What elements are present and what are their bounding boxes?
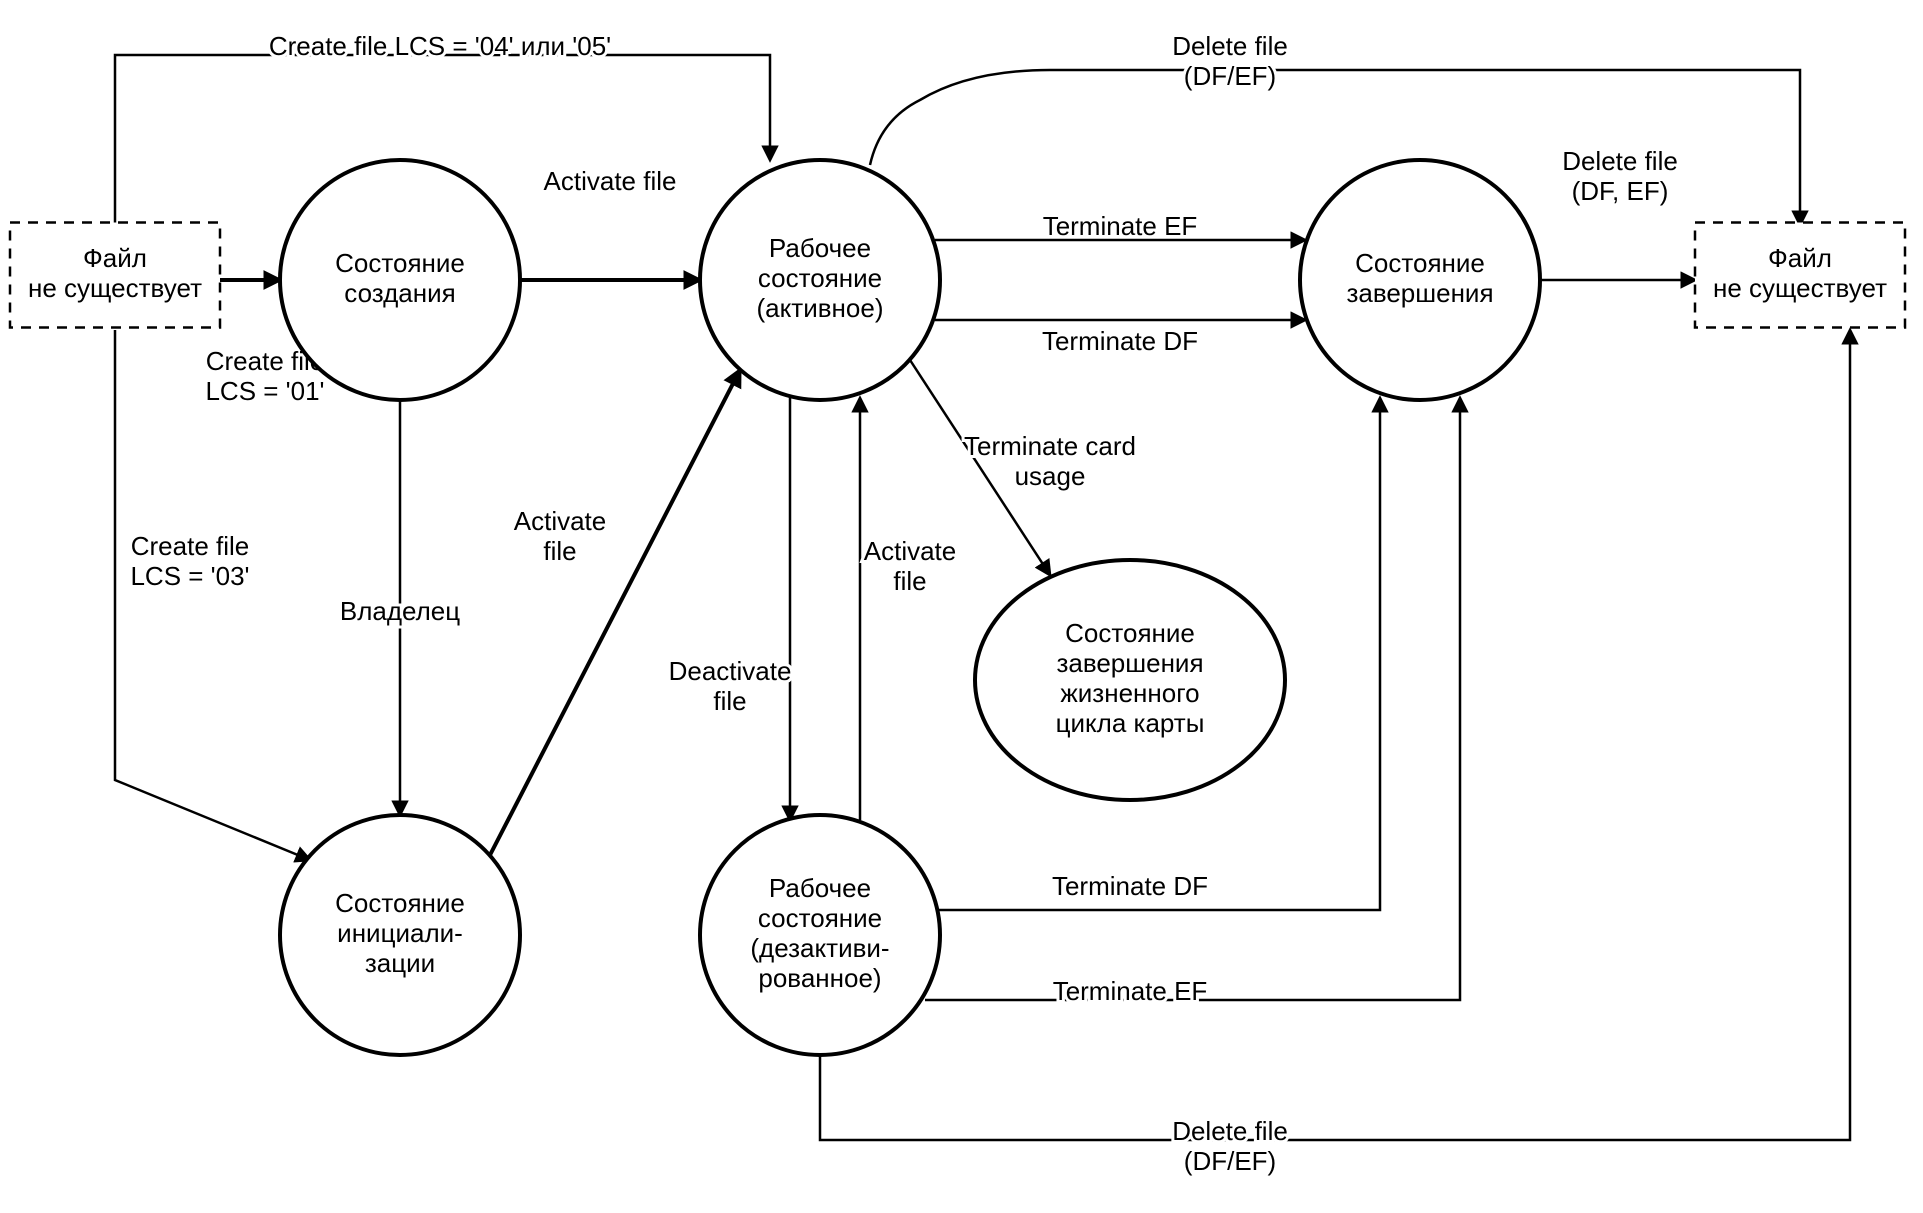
edge-label-e6: Delete file(DF, EF)	[1562, 146, 1678, 206]
edge-label-e11: Deactivatefile	[669, 656, 792, 716]
edge-label-e14: Terminate DF	[1052, 871, 1208, 901]
node-label-active: Рабочеесостояние(активное)	[757, 233, 884, 323]
edge-label-e12: Activatefile	[864, 536, 957, 596]
state-diagram: Create file LCS = '04' или '05' Create fi…	[0, 0, 1923, 1213]
edge-label-e1: Create file LCS = '04' или '05'	[269, 31, 611, 61]
edge-label-e5: Terminate DF	[1042, 326, 1198, 356]
edge-label-e16: Delete file(DF/EF)	[1172, 1116, 1288, 1176]
edge-label-e15: Terminate EF	[1053, 976, 1208, 1006]
edge-label-e10: Activatefile	[514, 506, 607, 566]
node-label-life: Состояниезавершенияжизненногоцикла карты	[1056, 618, 1205, 738]
edge-e8	[115, 330, 310, 860]
node-label-deact: Рабочеесостояние(дезактиви-рованное)	[750, 873, 889, 993]
edge-label-e3: Activate file	[544, 166, 677, 196]
node-label-create: Состояниесоздания	[335, 248, 465, 308]
edge-label-e9: Владелец	[340, 596, 460, 626]
edge-label-e4: Terminate EF	[1043, 211, 1198, 241]
edge-label-e8: Create fileLCS = '03'	[130, 531, 249, 591]
edge-label-e7: Delete file(DF/EF)	[1172, 31, 1288, 91]
edge-e10	[490, 370, 740, 855]
node-label-term: Состояниезавершения	[1346, 248, 1493, 308]
